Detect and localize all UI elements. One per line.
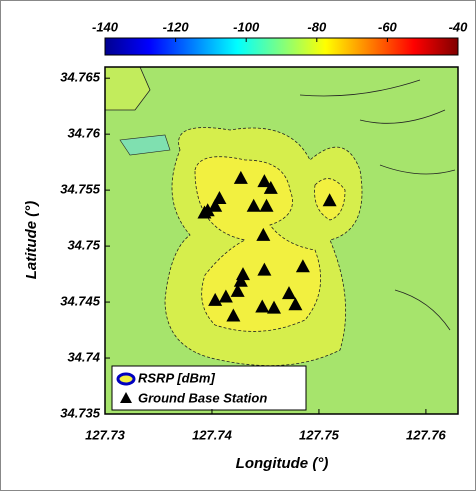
base-station xyxy=(288,297,303,311)
x-tick-label: 127.75 xyxy=(299,427,340,442)
y-axis-title: Latitude (°) xyxy=(23,201,40,280)
y-tick-label: 34.76 xyxy=(67,126,100,141)
base-station xyxy=(256,227,271,241)
colorbar-tick-label: -80 xyxy=(307,19,327,34)
base-station xyxy=(246,198,261,212)
legend-swatch xyxy=(120,392,132,403)
base-station xyxy=(295,259,310,273)
base-station xyxy=(281,286,296,300)
base-station xyxy=(267,300,282,314)
base-station xyxy=(197,205,212,219)
x-tick-label: 127.73 xyxy=(85,427,126,442)
base-station xyxy=(322,193,337,207)
x-tick-label: 127.76 xyxy=(406,427,447,442)
y-tick-label: 34.75 xyxy=(67,238,100,253)
colorbar xyxy=(104,37,459,56)
x-axis-title: Longitude (°) xyxy=(236,455,329,472)
y-tick-label: 34.74 xyxy=(67,349,100,364)
base-station xyxy=(257,174,272,188)
base-station xyxy=(263,180,278,194)
colorbar-tick-label: -60 xyxy=(378,19,398,34)
colorbar-tick-label: -140 xyxy=(92,19,119,34)
base-station xyxy=(218,289,233,303)
coverage-field xyxy=(105,67,458,414)
x-tick-label: 127.74 xyxy=(192,427,233,442)
colorbar-tick-label: -40 xyxy=(449,19,469,34)
legend-label: RSRP [dBm] xyxy=(138,370,215,385)
legend xyxy=(111,365,307,411)
legend-swatch xyxy=(116,372,136,386)
base-station xyxy=(226,308,241,322)
y-tick-label: 34.755 xyxy=(60,182,101,197)
y-tick-label: 34.735 xyxy=(60,405,101,420)
base-station xyxy=(233,273,248,287)
colorbar-tick-label: -100 xyxy=(233,19,260,34)
base-station xyxy=(233,170,248,184)
base-station xyxy=(208,198,223,212)
y-tick-label: 34.745 xyxy=(60,294,101,309)
base-station xyxy=(257,262,272,276)
y-tick-label: 34.765 xyxy=(60,70,101,85)
base-station xyxy=(259,198,274,212)
base-station xyxy=(230,283,245,297)
base-station xyxy=(208,292,223,306)
plot-border xyxy=(104,66,459,415)
base-station xyxy=(255,299,270,313)
legend-label: Ground Base Station xyxy=(138,390,267,405)
colorbar-tick-label: -120 xyxy=(163,19,190,34)
